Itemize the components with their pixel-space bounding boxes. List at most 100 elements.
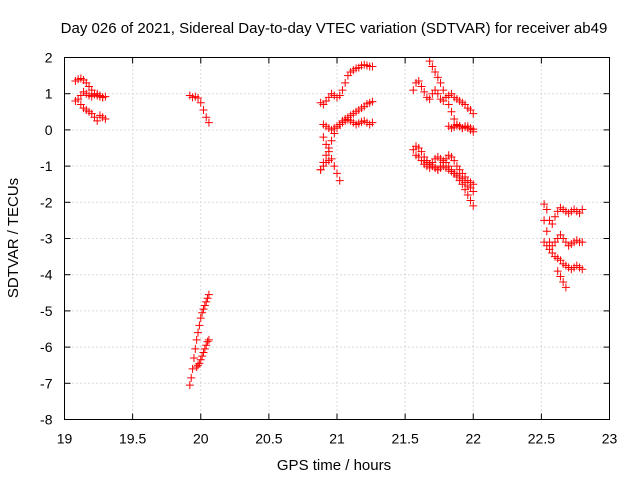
data-point: [444, 100, 453, 109]
series-arc-22c: [444, 121, 478, 134]
data-point: [196, 314, 205, 323]
x-tick-label: 23: [602, 431, 618, 447]
y-tick-label: -1: [40, 158, 53, 174]
data-point: [324, 156, 333, 165]
data-point: [330, 162, 339, 171]
y-tick-label: -2: [40, 194, 53, 210]
y-tick-label: 2: [45, 50, 53, 66]
data-point: [322, 140, 331, 149]
x-tick-label: 21.5: [392, 431, 419, 447]
data-point: [561, 283, 570, 292]
y-tick-label: 1: [45, 86, 53, 102]
data-point: [330, 129, 339, 138]
series-arc-20a: [185, 91, 213, 127]
data-point: [436, 78, 445, 87]
data-point: [198, 352, 207, 361]
y-tick-label: -7: [40, 375, 53, 391]
data-point: [469, 201, 478, 210]
data-point: [200, 344, 209, 353]
data-point: [196, 355, 205, 364]
data-point: [409, 86, 418, 95]
data-point: [204, 335, 213, 344]
data-point: [425, 57, 434, 66]
data-point: [433, 89, 442, 98]
data-point: [428, 62, 437, 71]
data-point: [333, 169, 341, 178]
x-tick-label: 20: [193, 431, 209, 447]
series-arc-19b: [71, 87, 107, 105]
data-point: [200, 301, 209, 310]
data-point: [447, 107, 456, 116]
data-point: [414, 77, 423, 86]
y-axis-label: SDTVAR / TECUs: [5, 178, 22, 298]
y-tick-label: -3: [40, 231, 53, 247]
data-point: [433, 73, 442, 82]
data-point: [195, 321, 204, 330]
data-point: [466, 196, 475, 205]
data-point: [341, 78, 350, 87]
data-point: [556, 272, 565, 281]
data-point: [425, 95, 434, 104]
series-arc-20b: [185, 290, 213, 390]
data-point: [199, 105, 208, 114]
y-tick-labels: -8 -7 -6 -5 -4 -3 -2 -1 0 1 2: [40, 50, 53, 428]
data-point: [469, 187, 478, 196]
series-arc-21a: [316, 60, 377, 109]
data-point: [199, 305, 208, 314]
series-arc-22.5a: [540, 200, 587, 229]
x-tick-label: 22: [465, 431, 481, 447]
data-point: [578, 265, 587, 274]
data-point: [195, 359, 204, 368]
data-point: [202, 113, 211, 122]
data-point: [578, 238, 587, 247]
data-point: [469, 109, 478, 118]
data-point: [93, 116, 102, 125]
series-arc-20c: [192, 335, 213, 372]
series-arc-22f: [420, 156, 478, 196]
data-point: [194, 94, 203, 103]
x-tick-labels: 19 19.5 20 20.5 21 21.5 22 22.5 23: [57, 431, 618, 447]
series-arc-22.5c: [540, 238, 587, 274]
data-point: [439, 86, 448, 95]
data-point: [540, 216, 549, 225]
data-point: [194, 328, 203, 337]
data-point: [442, 93, 450, 102]
y-tick-label: 0: [45, 122, 53, 138]
data-point: [417, 82, 426, 91]
data-point: [551, 212, 559, 221]
data-point: [194, 361, 203, 370]
data-point: [450, 115, 459, 124]
data-point: [368, 97, 377, 106]
data-point: [417, 147, 426, 156]
chart-title: Day 026 of 2021, Sidereal Day-to-day VTE…: [61, 20, 608, 37]
y-tick-label: -5: [40, 303, 53, 319]
data-point: [188, 364, 197, 373]
series-arc-22.5d: [553, 267, 570, 292]
series-arc-21e: [316, 156, 333, 174]
data-point: [553, 267, 562, 276]
series-arc-22d: [409, 142, 478, 210]
data-point: [192, 335, 201, 344]
x-tick-label: 21: [329, 431, 345, 447]
y-tick-label: -4: [40, 267, 53, 283]
x-tick-label: 19: [57, 431, 73, 447]
y-tick-label: -6: [40, 339, 53, 355]
data-point: [469, 125, 478, 134]
grid: [64, 57, 610, 420]
data-point: [335, 91, 344, 100]
data-point: [368, 62, 377, 71]
x-axis-label: GPS time / hours: [277, 457, 391, 474]
data-point: [204, 290, 213, 299]
data-point: [450, 156, 459, 165]
data-point: [189, 353, 198, 362]
data-point: [101, 115, 110, 124]
x-tick-label: 22.5: [528, 431, 555, 447]
data-point: [202, 341, 211, 350]
data-point: [187, 373, 196, 382]
data-point: [548, 220, 557, 229]
data-point: [198, 308, 207, 317]
x-tick-label: 20.5: [255, 431, 282, 447]
data-point: [542, 227, 551, 236]
data-point: [319, 133, 328, 142]
data-point: [185, 381, 194, 390]
